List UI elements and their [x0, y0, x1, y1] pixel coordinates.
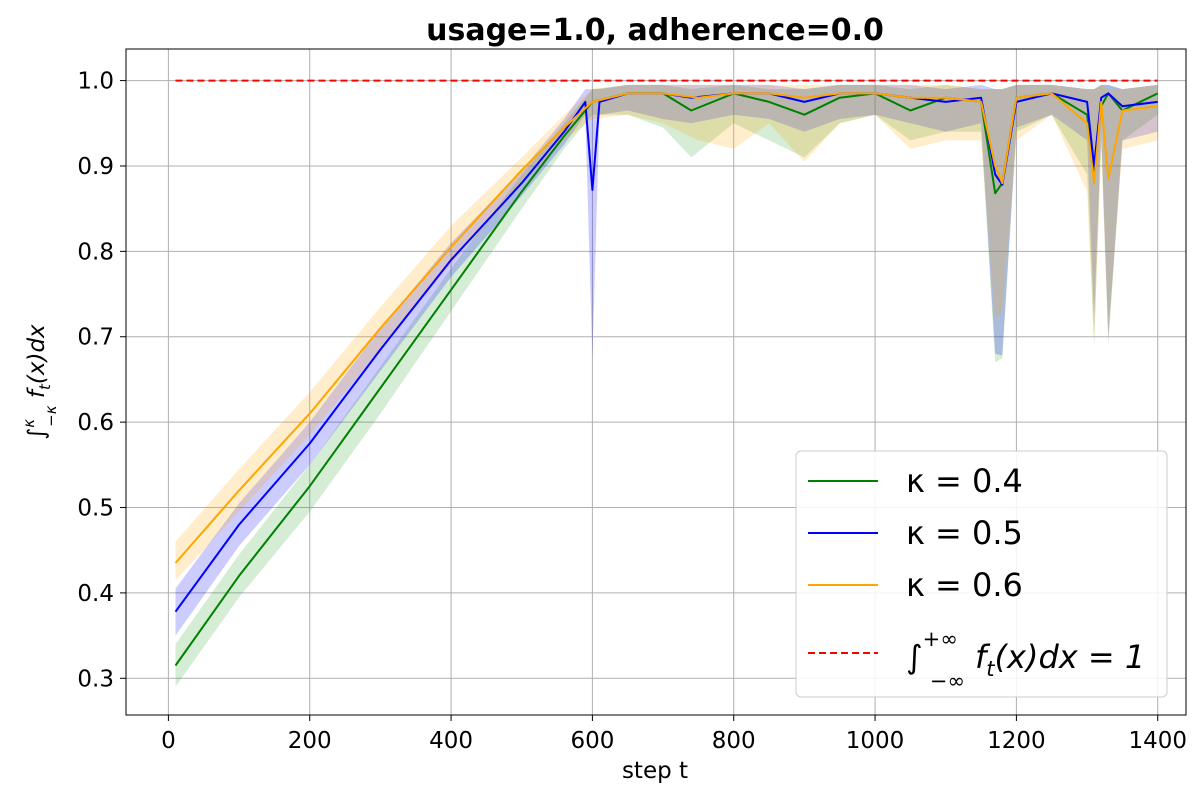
x-tick-label-7: 1400 — [1128, 728, 1187, 754]
legend-label-2: κ = 0.6 — [906, 566, 1023, 604]
y-tick-label-5: 0.8 — [77, 239, 114, 265]
legend-box — [795, 450, 1168, 698]
series-line-0 — [174, 92, 1159, 667]
series-line-1 — [174, 92, 1158, 613]
y-tick-label-2: 0.5 — [77, 496, 114, 522]
legend-label-0: κ = 0.4 — [906, 462, 1023, 500]
band-series-0 — [175, 84, 1158, 687]
x-axis-ticks: 0 200 400 600 800 1000 1200 1400 — [161, 715, 1187, 754]
y-tick-label-1: 0.4 — [77, 581, 114, 607]
band-series-2 — [175, 84, 1158, 581]
x-tick-label-0: 0 — [161, 728, 176, 754]
x-tick-label-5: 1000 — [846, 728, 905, 754]
y-tick-label-6: 0.9 — [77, 154, 114, 180]
x-axis-label: step t — [622, 758, 688, 784]
series-lines — [174, 92, 1159, 667]
chart-title: usage=1.0, adherence=0.0 — [426, 13, 884, 48]
legend: κ = 0.4κ = 0.5κ = 0.6 ∫+∞ −∞ ft(x)dx = 1 — [795, 450, 1168, 698]
x-tick-label-3: 600 — [570, 728, 614, 754]
series-line-2 — [174, 92, 1158, 564]
y-tick-label-7: 1.0 — [77, 69, 114, 95]
y-tick-label-0: 0.3 — [77, 666, 114, 692]
plot-frame — [125, 48, 1187, 716]
y-tick-label-4: 0.7 — [77, 325, 114, 351]
x-tick-label-4: 800 — [712, 728, 756, 754]
y-tick-label-3: 0.6 — [77, 410, 114, 436]
y-axis-ticks: 0.3 0.4 0.5 0.6 0.7 0.8 0.9 1.0 — [77, 69, 126, 692]
x-tick-label-6: 1200 — [987, 728, 1046, 754]
x-tick-label-2: 400 — [429, 728, 473, 754]
legend-label-1: κ = 0.5 — [906, 514, 1023, 552]
x-tick-label-1: 200 — [288, 728, 332, 754]
